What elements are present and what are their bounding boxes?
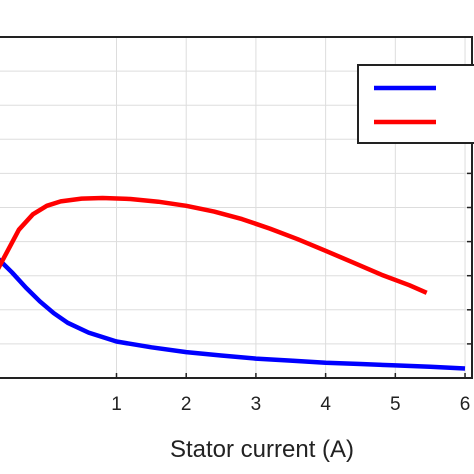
x-tick-label: 6 bbox=[460, 394, 471, 415]
legend bbox=[357, 64, 474, 144]
x-tick-label: 2 bbox=[181, 394, 192, 415]
series-group bbox=[0, 195, 466, 371]
legend-box bbox=[357, 64, 474, 144]
series-line-2 bbox=[0, 195, 428, 295]
x-tick-label: 4 bbox=[320, 394, 331, 415]
x-tick-label: 5 bbox=[390, 394, 401, 415]
x-tick-label: 3 bbox=[251, 394, 262, 415]
tick-group: 1 2 3 4 5 6 bbox=[111, 70, 472, 415]
x-axis-label: Stator current (A) bbox=[170, 436, 354, 463]
x-tick-label: 1 bbox=[111, 394, 122, 415]
series-line-1 bbox=[0, 257, 466, 371]
